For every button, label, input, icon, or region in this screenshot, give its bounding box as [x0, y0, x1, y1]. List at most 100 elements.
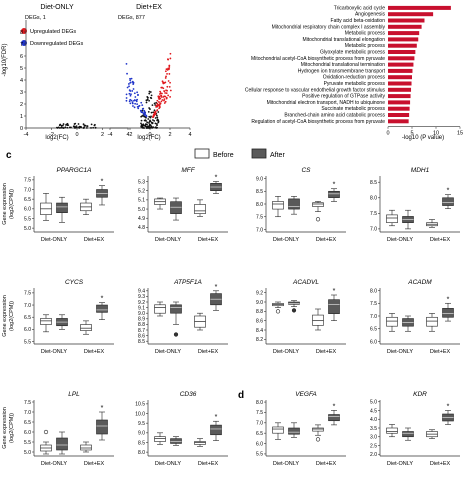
group-label: Diet+EX: [316, 237, 337, 243]
data-point-ns: [140, 122, 142, 125]
group-label: Diet+EX: [84, 237, 105, 243]
x-tick-label: 2: [168, 132, 171, 138]
bar: [388, 100, 411, 105]
panel-label-c: c: [6, 150, 12, 161]
significance-star: *: [333, 182, 336, 189]
data-point-ns: [150, 126, 153, 129]
y-tick-label: 7: [20, 42, 23, 48]
box: [312, 202, 324, 207]
data-point-ns: [140, 125, 143, 128]
data-point-up: [162, 82, 165, 85]
y-tick-label: 8.0: [256, 400, 263, 406]
y-axis-label-line: Gene expression: [2, 295, 8, 337]
x-tick-label: -2: [49, 132, 54, 138]
panel-label-d: d: [238, 390, 244, 401]
data-point-ns: [150, 94, 153, 97]
data-point-up: [168, 73, 171, 75]
y-tick-label: 7.5: [256, 215, 263, 221]
y-tick-label: 8.2: [256, 337, 263, 343]
data-point-ns: [148, 127, 151, 129]
data-point-down: [131, 80, 134, 83]
data-point-up: [160, 96, 163, 98]
box: [312, 427, 324, 432]
data-point-ns: [152, 119, 154, 121]
data-point-ns: [90, 123, 93, 126]
bar: [388, 81, 412, 86]
bar-category-label: Pyruvate metabolic process: [324, 81, 386, 87]
box-panel-atp5f1a: ATP5F1A 8.58.68.78.88.99.09.19.29.39.4 * Di…: [138, 279, 228, 355]
x-tick-label: 5: [410, 131, 413, 137]
data-point-ns: [79, 125, 82, 128]
gene-title: CYCS: [65, 279, 84, 286]
data-point-down: [128, 89, 131, 92]
y-tick-label: 5: [20, 66, 23, 72]
data-point-up: [163, 98, 166, 101]
data-point-up: [153, 114, 156, 117]
data-point-up: [169, 81, 171, 84]
y-tick-label: 9.1: [138, 305, 145, 311]
data-point-ns: [141, 126, 144, 129]
significance-star: *: [215, 284, 218, 291]
box-panel-acadvl: ACADVL 8.2 8.4 8.6 8.8 9.0 9.2 * Diet-ONLY Diet+E…: [256, 279, 346, 355]
data-point-down: [130, 93, 132, 96]
gene-title: LPL: [68, 391, 80, 398]
bar-category-label: Hydrogen ion transmembrane transport: [298, 68, 386, 74]
data-point-up: [164, 95, 167, 98]
box-panel-kdr: KDR 2.0 2.5 3.0 3.5 4.0 4.5 5.0 * Diet-ONLY Diet+E…: [370, 391, 460, 467]
box: [154, 436, 166, 442]
y-tick-label: 8.0: [138, 450, 145, 456]
y-tick-label: 8.7: [138, 328, 145, 334]
data-point-ns: [148, 123, 151, 126]
data-point-ns: [153, 119, 156, 122]
data-point-ns: [74, 125, 76, 128]
data-point-ns: [149, 119, 151, 122]
data-point-down: [129, 94, 132, 97]
bar: [388, 24, 422, 29]
y-tick-label: 4: [20, 78, 23, 84]
volcano-plot-diet-ex: Diet+EX DEGs, 877 log2(FC) -4 -2 0 2 4: [108, 4, 192, 141]
group-label: Diet-ONLY: [155, 237, 182, 243]
x-tick-label: 0: [75, 132, 78, 138]
significance-star: *: [215, 175, 218, 182]
data-point-down: [137, 93, 139, 96]
data-point-ns: [144, 125, 147, 128]
y-tick-label: 8.5: [138, 440, 145, 446]
box: [426, 316, 438, 327]
bar: [388, 56, 415, 61]
legend-up-marker: [21, 28, 27, 34]
group-label: Diet-ONLY: [387, 349, 414, 355]
group-label: Diet+EX: [430, 237, 451, 243]
data-point-down: [127, 83, 130, 85]
outlier-point: [315, 437, 321, 442]
data-point-up: [159, 90, 162, 93]
data-point-ns: [66, 126, 69, 129]
y-tick-label: 4.8: [138, 225, 145, 231]
group-label: Diet-ONLY: [273, 237, 300, 243]
y-tick-label: 5.0: [24, 450, 31, 456]
y-tick-label: 8.6: [138, 333, 145, 339]
gene-title: CS: [301, 167, 311, 174]
data-point-down: [130, 99, 133, 102]
data-point-ns: [62, 127, 65, 129]
data-point-up: [167, 80, 170, 82]
data-point-down: [128, 85, 130, 88]
group-label: Diet-ONLY: [155, 349, 182, 355]
box: [272, 201, 284, 210]
data-point-up: [157, 95, 160, 98]
data-point-ns: [60, 124, 63, 127]
y-tick-label: 10.0: [135, 411, 145, 417]
y-tick-label: 9.0: [138, 431, 145, 437]
volcano-title: Diet+EX: [136, 4, 162, 11]
data-point-up: [164, 92, 167, 94]
data-point-up: [169, 96, 171, 98]
y-tick-label: 8.6: [256, 318, 263, 324]
data-point-ns: [66, 124, 69, 127]
y-tick-label: 7.0: [256, 227, 263, 233]
data-point-ns: [148, 115, 151, 118]
data-point-ns: [155, 114, 158, 117]
data-point-ns: [148, 92, 151, 95]
y-tick-label: 3.5: [370, 426, 377, 432]
data-point-ns: [144, 119, 147, 122]
legend-after-swatch: [251, 148, 267, 159]
data-point-up: [161, 86, 163, 89]
